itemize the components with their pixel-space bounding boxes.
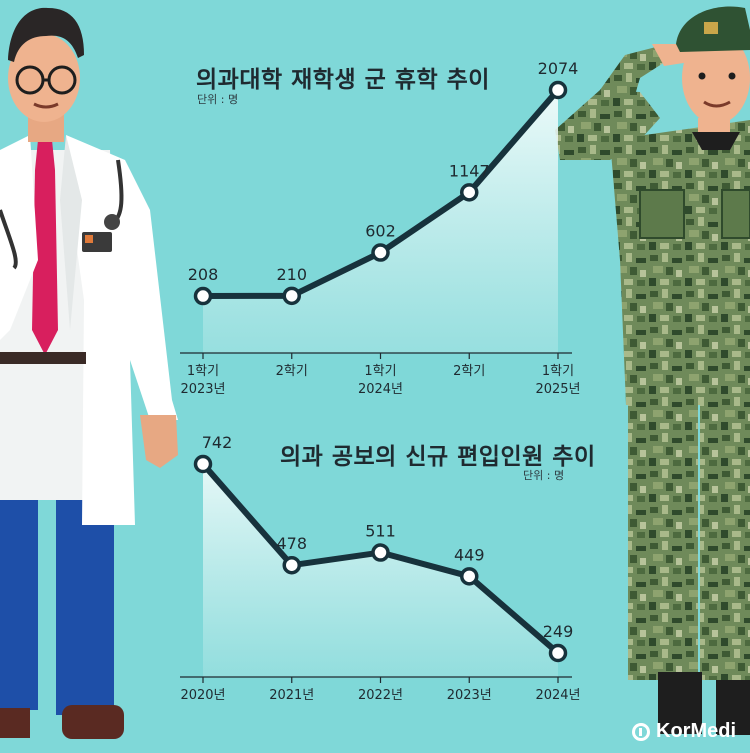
chart2-category-label: 2021년 <box>269 688 314 703</box>
chart1-value-label: 210 <box>276 265 307 284</box>
chart1-category-label: 2학기 <box>453 364 485 379</box>
chart2-point <box>193 454 213 474</box>
chart2-category-label: 2022년 <box>358 688 403 703</box>
chart1-category-label: 2023년 <box>180 382 225 397</box>
chart1-value-label: 208 <box>188 265 219 284</box>
chart1-area-fill <box>203 90 558 353</box>
chart1-point <box>460 183 479 202</box>
chart-transfer: 742 478 511 449 249 2020년 2021년 2022년 2023년 2024… <box>180 433 581 703</box>
brand-logo-text: KorMedi <box>656 720 736 742</box>
chart2-value-label: 449 <box>454 545 485 564</box>
chart1-category-label: 2024년 <box>358 382 403 397</box>
chart2-category-label: 2020년 <box>180 688 225 703</box>
chart2-point <box>460 567 479 586</box>
chart2-category-label: 2024년 <box>535 688 580 703</box>
brand-logo: KorMedi <box>632 720 736 743</box>
chart1-category-label: 2025년 <box>535 382 580 397</box>
chart1-value-label: 1147 <box>449 161 490 180</box>
chart2-category-label: 2023년 <box>447 688 492 703</box>
chart2-title: 의과 공보의 신규 편입인원 추이 <box>280 444 596 470</box>
chart1-title: 의과대학 재학생 군 휴학 추이 <box>196 67 490 93</box>
chart2-value-label: 478 <box>276 534 307 553</box>
chart1-point <box>548 80 568 100</box>
chart2-point <box>548 643 568 663</box>
chart1-point <box>371 243 390 262</box>
chart2-value-label: 511 <box>365 522 396 541</box>
kormedi-logo-icon <box>632 722 650 741</box>
chart1-point <box>282 286 301 306</box>
doctor-illustration <box>0 7 178 739</box>
chart1-category-label: 2학기 <box>276 364 308 379</box>
chart2-value-label: 742 <box>202 433 233 452</box>
chart1-value-label: 2074 <box>538 59 579 78</box>
chart1-category-label: 1학기 <box>187 364 219 379</box>
chart1-value-label: 602 <box>365 222 396 241</box>
soldier-illustration <box>555 6 750 735</box>
chart-military-leave: 208 210 602 1147 2074 1학기 2023년 2학기 1학기 2024년 2학기… <box>180 59 581 397</box>
chart1-category-label: 1학기 <box>542 364 574 379</box>
chart2-value-label: 249 <box>543 622 574 641</box>
chart2-point <box>282 555 301 575</box>
chart2-area-fill <box>203 464 558 677</box>
chart1-category-label: 1학기 <box>364 364 396 379</box>
chart2-point <box>371 543 390 562</box>
chart1-unit-label: 단위 : 명 <box>197 93 239 106</box>
chart1-point <box>193 286 213 306</box>
chart2-unit-label: 단위 : 명 <box>523 469 565 482</box>
